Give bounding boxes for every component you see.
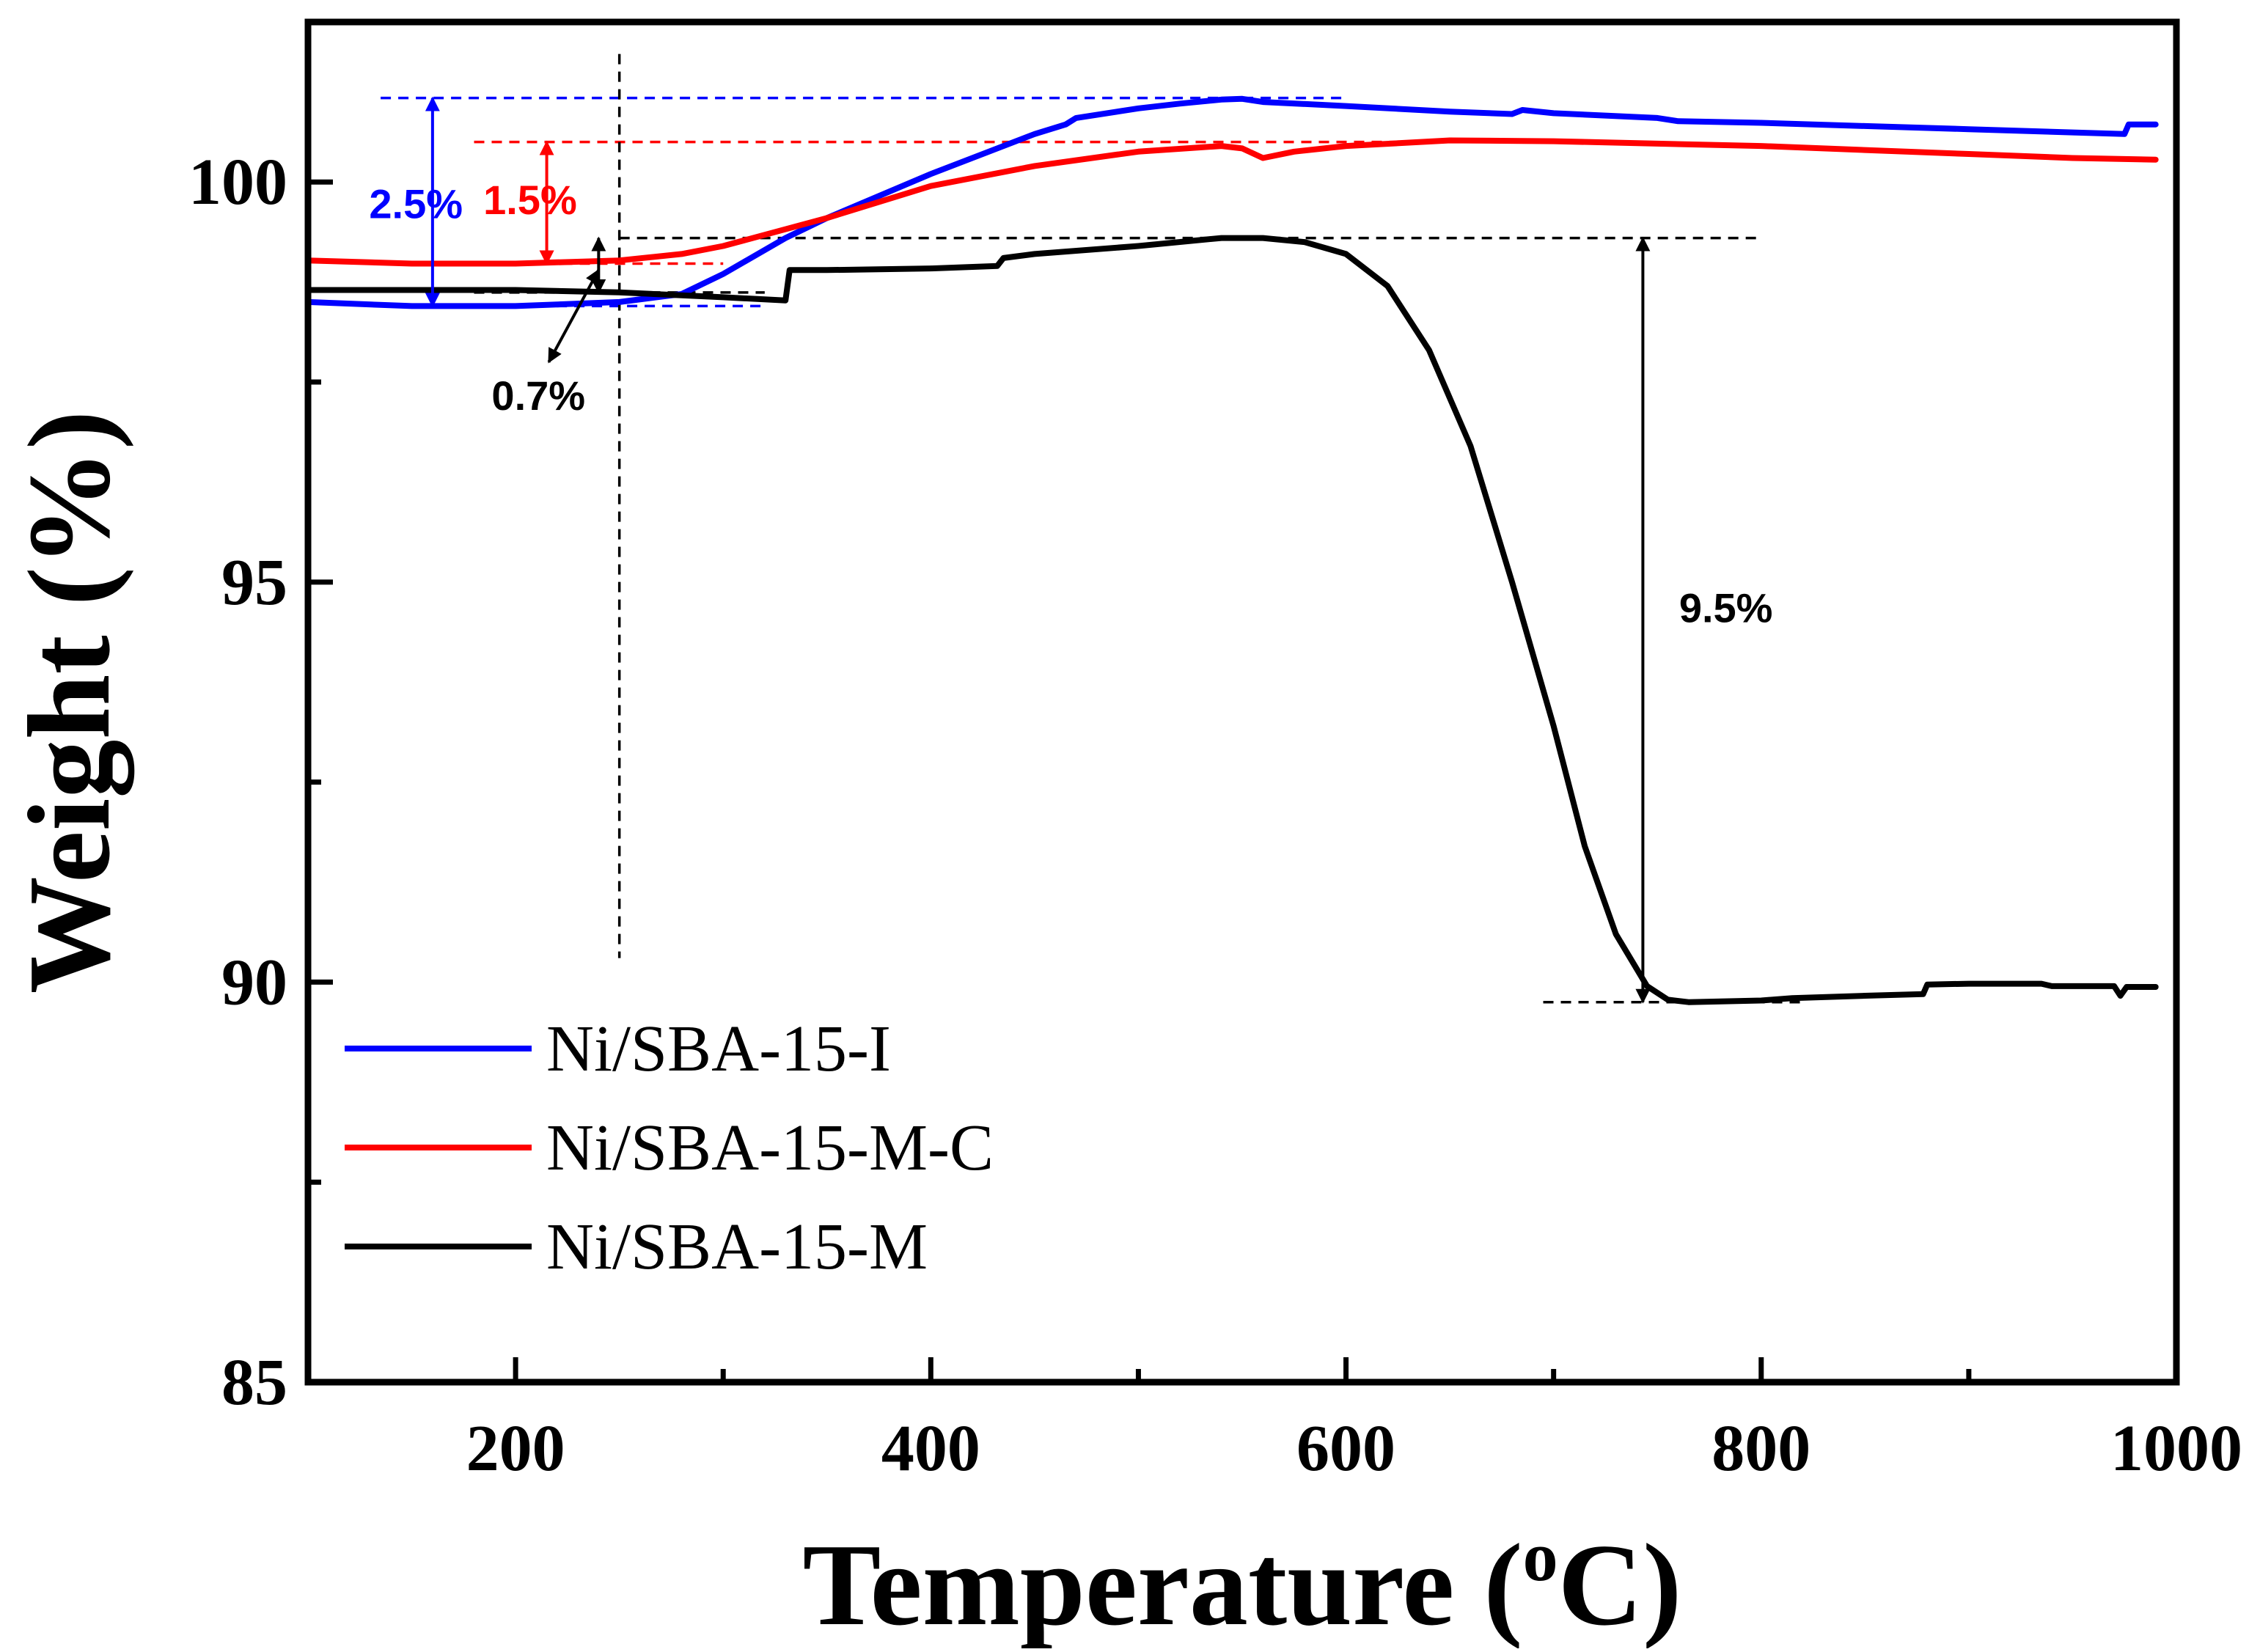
annotation-layer: 2.5% 1.5% 0.7% 9.5% [369, 96, 1773, 1004]
plot-frame [304, 18, 2180, 1386]
x-tick-label: 600 [1296, 1412, 1395, 1485]
annotation-label: 1.5% [483, 177, 577, 223]
series-line-3 [305, 235, 2159, 1005]
y-tick-label: 90 [221, 946, 287, 1018]
y-tick-label: 85 [221, 1346, 287, 1419]
series-line-1 [305, 95, 2159, 309]
series-line-2 [305, 137, 2159, 267]
pointer-0.7pct [547, 268, 601, 364]
x-axis-title-text: Temperature ( [803, 1519, 1523, 1648]
axis-ticks-layer: 200 400 600 800 1000 85 90 95 100 [188, 146, 2242, 1485]
x-tick-label: 400 [881, 1412, 980, 1485]
x-axis-title-superscript: o [1523, 1517, 1558, 1596]
y-tick-label: 100 [188, 146, 287, 219]
x-tick-label: 1000 [2110, 1412, 2242, 1485]
legend: Ni/SBA-15-I Ni/SBA-15-M-C Ni/SBA-15-M [345, 1013, 994, 1283]
annotation-label: 0.7% [491, 372, 585, 419]
y-axis-title: Weight (%) [4, 411, 135, 994]
x-axis-title-end: C) [1558, 1519, 1682, 1648]
annotation-label: 9.5% [1679, 584, 1773, 631]
legend-label: Ni/SBA-15-M [546, 1211, 928, 1283]
legend-label: Ni/SBA-15-I [546, 1013, 891, 1085]
legend-label: Ni/SBA-15-M-C [546, 1112, 994, 1184]
y-tick-label: 95 [221, 546, 287, 619]
series-layer [305, 95, 2159, 1005]
annotation-label: 2.5% [369, 180, 463, 227]
x-tick-label: 200 [466, 1412, 565, 1485]
x-axis-title: Temperature (oC) [803, 1517, 1682, 1648]
x-tick-label: 800 [1711, 1412, 1810, 1485]
